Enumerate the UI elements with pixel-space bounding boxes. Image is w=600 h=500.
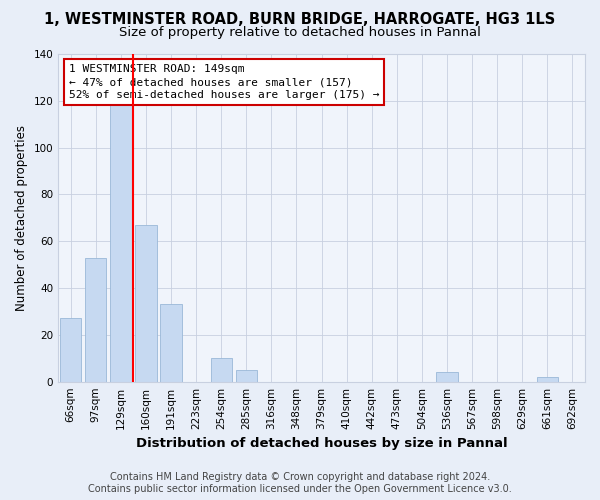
- Bar: [211, 358, 232, 382]
- Bar: [436, 372, 458, 382]
- Bar: [110, 106, 131, 382]
- Bar: [136, 225, 157, 382]
- Text: Size of property relative to detached houses in Pannal: Size of property relative to detached ho…: [119, 26, 481, 39]
- Bar: [236, 370, 257, 382]
- Text: Contains HM Land Registry data © Crown copyright and database right 2024.
Contai: Contains HM Land Registry data © Crown c…: [88, 472, 512, 494]
- Bar: [60, 318, 82, 382]
- Y-axis label: Number of detached properties: Number of detached properties: [15, 125, 28, 311]
- X-axis label: Distribution of detached houses by size in Pannal: Distribution of detached houses by size …: [136, 437, 508, 450]
- Text: 1, WESTMINSTER ROAD, BURN BRIDGE, HARROGATE, HG3 1LS: 1, WESTMINSTER ROAD, BURN BRIDGE, HARROG…: [44, 12, 556, 28]
- Text: 1 WESTMINSTER ROAD: 149sqm
← 47% of detached houses are smaller (157)
52% of sem: 1 WESTMINSTER ROAD: 149sqm ← 47% of deta…: [69, 64, 379, 100]
- Bar: [85, 258, 106, 382]
- Bar: [537, 377, 558, 382]
- Bar: [160, 304, 182, 382]
